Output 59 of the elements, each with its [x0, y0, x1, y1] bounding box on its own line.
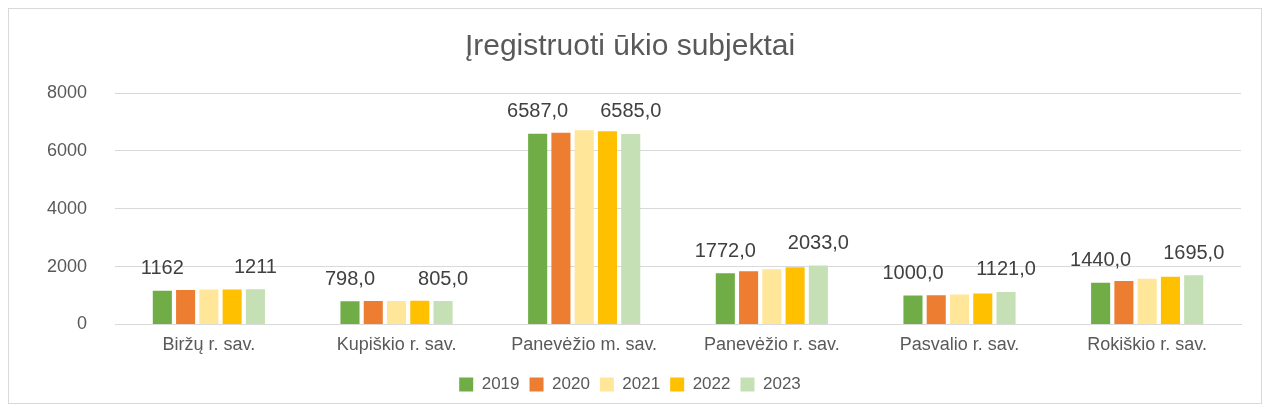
bar	[152, 290, 172, 324]
bar	[808, 265, 828, 324]
legend-label: 2022	[692, 374, 731, 394]
bar	[1137, 278, 1157, 324]
x-tick-label: Kupiškio r. sav.	[336, 334, 457, 355]
legend-label: 2020	[552, 374, 590, 394]
x-tick-label: Rokiškio r. sav.	[1087, 334, 1208, 355]
y-tick-label: 0	[77, 313, 88, 334]
data-label: 6585,0	[600, 99, 662, 122]
bar	[597, 131, 617, 324]
bar	[574, 130, 594, 324]
data-label: 1162	[140, 256, 184, 279]
bar	[903, 295, 923, 324]
bar	[1160, 276, 1180, 324]
bar	[528, 133, 548, 324]
bar	[1114, 281, 1134, 324]
legend-label: 2021	[622, 374, 661, 394]
data-label: 1772,0	[694, 238, 756, 261]
bar	[949, 294, 970, 324]
bar	[1091, 282, 1111, 324]
bar	[340, 301, 360, 324]
bar	[785, 267, 805, 324]
legend-label: 2019	[481, 374, 520, 394]
bar	[739, 271, 759, 324]
bar	[926, 295, 946, 324]
data-label: 798,0	[324, 266, 376, 289]
bar	[762, 269, 782, 324]
bar	[176, 289, 196, 324]
bar	[715, 273, 735, 324]
y-tick-label: 4000	[47, 197, 88, 218]
bar	[996, 291, 1016, 324]
data-label: 1440,0	[1070, 248, 1132, 271]
data-label: 1211	[233, 254, 277, 277]
bar	[386, 300, 407, 324]
bar	[245, 289, 265, 324]
bar	[222, 289, 242, 324]
x-tick-label: Panevėžio r. sav.	[703, 334, 840, 355]
y-tick-label: 2000	[47, 255, 88, 276]
y-tick-label: 8000	[47, 81, 88, 102]
data-label: 805,0	[418, 266, 469, 289]
data-label: 1000,0	[882, 260, 944, 283]
bar	[1184, 275, 1204, 324]
data-label: 6587,0	[507, 99, 569, 122]
bar	[621, 133, 641, 324]
data-label: 1695,0	[1163, 240, 1225, 263]
x-tick-label: Panevėžio m. sav.	[511, 334, 658, 355]
legend-label: 2023	[762, 374, 801, 394]
bar	[199, 289, 219, 324]
bar	[551, 132, 571, 324]
bar	[433, 301, 453, 324]
y-tick-label: 6000	[47, 139, 88, 160]
data-label: 2033,0	[787, 231, 849, 254]
x-tick-label: Pasvalio r. sav.	[899, 334, 1020, 355]
x-tick-label: Biržų r. sav.	[162, 334, 256, 355]
data-label: 1121,0	[976, 257, 1036, 280]
bar	[363, 300, 383, 324]
chart-title: Įregistruoti ūkio subjektai	[464, 28, 796, 62]
bar	[410, 300, 430, 324]
bar	[973, 293, 993, 324]
